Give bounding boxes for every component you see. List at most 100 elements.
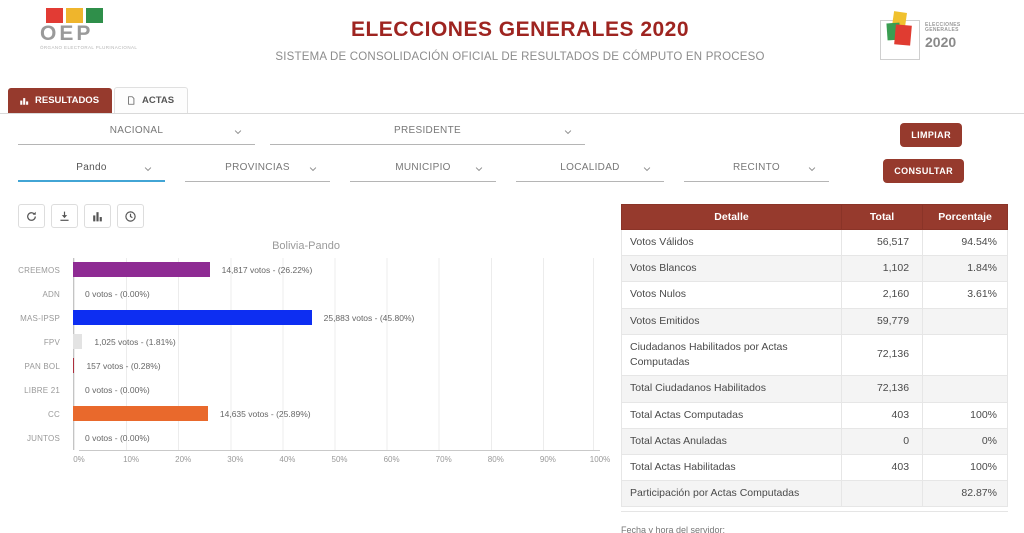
chart-x-axis: 0% 10% 20% 30% 40% 50% 60% 70% 80% 90% 100% bbox=[73, 450, 610, 466]
chart-bar bbox=[73, 334, 83, 349]
bar-value-label: 14,817 votos - (26.22%) bbox=[221, 265, 313, 275]
tab-actas[interactable]: ACTAS bbox=[114, 87, 189, 113]
table-cell: Total Actas Habilitadas bbox=[620, 453, 843, 482]
oep-flag-squares bbox=[46, 8, 160, 23]
chevron-down-icon bbox=[642, 164, 652, 174]
table-cell: 72,136 bbox=[841, 375, 924, 403]
logo-text-line1: ELECCIONES bbox=[925, 22, 961, 28]
bar-value-label: 157 votos - (0.28%) bbox=[86, 361, 161, 371]
oep-logo-subtext: ÓRGANO ELECTORAL PLURINACIONAL bbox=[40, 45, 138, 50]
logo-square-red bbox=[894, 24, 912, 46]
table-cell: 59,779 bbox=[841, 307, 924, 335]
table-cell bbox=[841, 480, 924, 508]
table-header-total: Total bbox=[841, 204, 924, 230]
table-row: Votos Blancos 1,102 1.84% bbox=[620, 255, 1008, 283]
chart-row: MAS-IPSP 25,883 votos - (45.80%) bbox=[18, 306, 605, 330]
tab-label: ACTAS bbox=[142, 95, 175, 106]
chart-bar bbox=[73, 262, 210, 277]
chart-bar bbox=[73, 406, 208, 421]
chevron-down-icon bbox=[308, 164, 318, 174]
table-cell bbox=[922, 375, 1008, 403]
clock-icon bbox=[124, 210, 137, 223]
bar-value-label: 25,883 votos - (45.80%) bbox=[323, 313, 415, 323]
table-cell: 1,102 bbox=[841, 255, 924, 283]
chart-bar bbox=[73, 310, 312, 325]
x-axis-tick: 100% bbox=[589, 455, 611, 464]
select-label: NACIONAL bbox=[109, 125, 164, 136]
chart-plot-cell: 0 votos - (0.00%) bbox=[73, 282, 594, 306]
category-label: LIBRE 21 bbox=[24, 385, 60, 395]
limpiar-button[interactable]: LIMPIAR bbox=[900, 123, 962, 147]
chevron-down-icon bbox=[807, 164, 817, 174]
table-cell: Total Actas Anuladas bbox=[620, 427, 843, 455]
select-provincias[interactable]: PROVINCIAS bbox=[185, 157, 330, 182]
table-cell: 56,517 bbox=[841, 228, 924, 257]
refresh-button[interactable] bbox=[18, 204, 45, 228]
refresh-icon bbox=[25, 210, 38, 223]
chart-row: CC 14,635 votos - (25.89%) bbox=[18, 402, 605, 426]
table-row: Total Actas Anuladas 0 0% bbox=[620, 427, 1008, 455]
bar-chart-icon bbox=[91, 210, 104, 223]
tab-resultados[interactable]: RESULTADOS bbox=[8, 88, 113, 113]
select-presidente[interactable]: PRESIDENTE bbox=[270, 120, 585, 145]
chart-plot-cell: 0 votos - (0.00%) bbox=[73, 378, 594, 402]
x-axis-tick: 20% bbox=[175, 455, 192, 464]
table-cell bbox=[922, 333, 1008, 377]
select-recinto[interactable]: RECINTO bbox=[684, 157, 829, 182]
filter-row-1: NACIONAL PRESIDENTE bbox=[18, 120, 1024, 145]
filter-row-2: Pando PROVINCIAS MUNICIPIO LOCALIDAD RECINTO bbox=[18, 157, 1024, 182]
bar-chart-button[interactable] bbox=[84, 204, 111, 228]
table-header-detalle: Detalle bbox=[620, 204, 843, 230]
chart-rows: CREEMOS 14,817 votos - (26.22%) ADN 0 votos… bbox=[18, 258, 605, 450]
chevron-down-icon bbox=[563, 127, 573, 137]
header-titles: ELECCIONES GENERALES 2020 SISTEMA DE CON… bbox=[160, 8, 880, 63]
elecciones-2020-logo-mark bbox=[880, 11, 920, 60]
table-cell: Total Actas Computadas bbox=[620, 401, 843, 429]
oep-logo-text: OEP bbox=[40, 22, 94, 45]
table-row: Participación por Actas Computadas 82.87% bbox=[620, 480, 1008, 508]
chart-row: LIBRE 21 0 votos - (0.00%) bbox=[18, 378, 605, 402]
x-axis-tick: 90% bbox=[539, 455, 556, 464]
download-button[interactable] bbox=[51, 204, 78, 228]
category-label: CC bbox=[48, 409, 60, 419]
consultar-button[interactable]: CONSULTAR bbox=[883, 159, 964, 183]
select-pando[interactable]: Pando bbox=[18, 157, 165, 182]
x-axis-tick: 70% bbox=[435, 455, 452, 464]
table-cell: 94.54% bbox=[922, 228, 1008, 257]
chart-plot-cell: 14,817 votos - (26.22%) bbox=[73, 258, 594, 282]
clock-button[interactable] bbox=[117, 204, 144, 228]
server-time-label: Fecha y hora del servidor: bbox=[621, 525, 726, 533]
chart-row: JUNTOS 0 votos - (0.00%) bbox=[18, 426, 605, 450]
category-label: JUNTOS bbox=[26, 433, 60, 443]
chart-toolbar bbox=[18, 204, 605, 228]
table-row: Ciudadanos Habilitados por Actas Computa… bbox=[620, 333, 1008, 377]
x-axis-tick: 0% bbox=[73, 455, 85, 464]
table-row: Votos Nulos 2,160 3.61% bbox=[620, 281, 1008, 309]
category-label: CREEMOS bbox=[18, 265, 60, 275]
table-row: Total Actas Habilitadas 403 100% bbox=[620, 453, 1008, 482]
x-axis-tick: 40% bbox=[279, 455, 296, 464]
main-content: Bolivia-Pando CREEMOS 14,817 votos - (26.… bbox=[18, 204, 1008, 533]
download-icon bbox=[58, 210, 71, 223]
select-municipio[interactable]: MUNICIPIO bbox=[350, 157, 496, 182]
select-localidad[interactable]: LOCALIDAD bbox=[516, 157, 664, 182]
footer-divider bbox=[621, 511, 1008, 513]
table-cell: Votos Válidos bbox=[620, 228, 843, 257]
table-header-row: Detalle Total Porcentaje bbox=[620, 204, 1008, 230]
bar-value-label: 0 votos - (0.00%) bbox=[85, 385, 150, 395]
table-cell: 1.84% bbox=[922, 255, 1008, 283]
select-label: LOCALIDAD bbox=[560, 162, 620, 173]
table-cell: 403 bbox=[841, 453, 924, 482]
category-label: FPV bbox=[43, 337, 60, 347]
table-row: Votos Emitidos 59,779 bbox=[620, 307, 1008, 335]
bar-chart-icon bbox=[19, 96, 29, 106]
select-nacional[interactable]: NACIONAL bbox=[18, 120, 255, 145]
table-cell bbox=[922, 307, 1008, 335]
table-cell: 403 bbox=[841, 401, 924, 429]
table-cell: 72,136 bbox=[841, 333, 924, 377]
chart-plot-cell: 157 votos - (0.28%) bbox=[73, 354, 594, 378]
chart-row: PAN BOL 157 votos - (0.28%) bbox=[18, 354, 605, 378]
bar-value-label: 0 votos - (0.00%) bbox=[85, 433, 150, 443]
document-icon bbox=[126, 95, 136, 106]
